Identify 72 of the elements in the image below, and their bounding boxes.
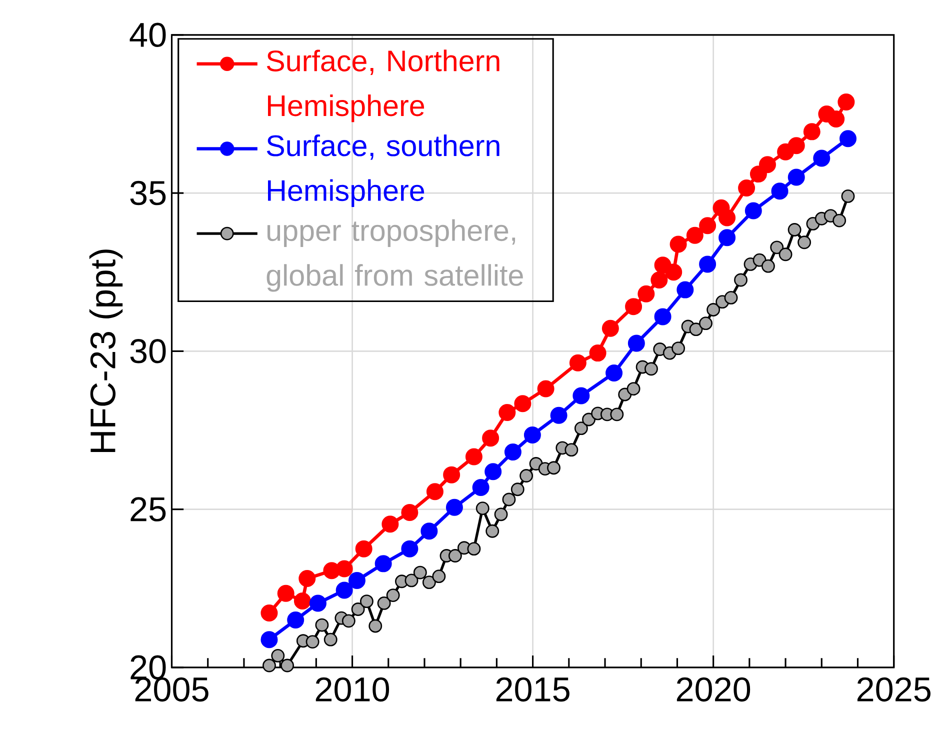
point xyxy=(654,308,672,326)
point xyxy=(260,604,278,622)
point xyxy=(420,522,438,540)
point xyxy=(771,182,788,200)
point xyxy=(699,256,716,273)
point xyxy=(750,165,767,182)
point xyxy=(277,584,294,602)
legend-label: upper troposphere, global from satellite xyxy=(266,219,523,292)
legend-label: Surface, Northern Hemisphere xyxy=(266,50,500,122)
point xyxy=(443,466,460,484)
point xyxy=(606,364,623,382)
point xyxy=(355,540,372,558)
point xyxy=(465,448,482,466)
y-tick-label: 40 xyxy=(130,22,166,47)
y-tick-label: 35 xyxy=(130,180,166,206)
point xyxy=(828,110,845,128)
point xyxy=(401,504,418,521)
point xyxy=(336,560,353,578)
point xyxy=(788,168,805,186)
point xyxy=(426,482,444,500)
point xyxy=(309,594,326,612)
x-tick-label: 2020 xyxy=(676,677,750,702)
y-tick-label: 25 xyxy=(130,497,166,522)
point xyxy=(374,555,392,572)
legend-label: Surface, southern Hemisphere xyxy=(266,134,500,207)
x-tick-label: 2010 xyxy=(316,677,390,702)
point xyxy=(738,179,756,196)
point xyxy=(803,123,820,140)
x-tick-label: 2005 xyxy=(135,677,208,702)
point xyxy=(298,570,316,587)
x-tick-label: 2015 xyxy=(496,677,570,702)
point xyxy=(401,540,418,558)
point xyxy=(569,354,586,372)
x-tick-label: 2025 xyxy=(857,677,930,702)
point xyxy=(718,229,736,246)
point xyxy=(628,334,645,352)
point xyxy=(336,582,353,599)
point xyxy=(482,430,500,447)
point xyxy=(665,263,682,280)
point xyxy=(514,395,532,412)
point xyxy=(788,136,805,154)
point xyxy=(670,236,687,253)
point xyxy=(699,216,716,234)
point xyxy=(498,404,516,421)
point xyxy=(484,463,502,480)
point xyxy=(294,592,311,610)
point xyxy=(550,406,568,424)
point xyxy=(676,281,694,298)
point xyxy=(686,226,704,244)
point xyxy=(625,298,642,315)
y-axis-title: HFC-23 (ppt) xyxy=(89,249,123,452)
point xyxy=(348,572,366,589)
point xyxy=(813,150,830,167)
point xyxy=(260,630,278,648)
point xyxy=(537,380,554,398)
point xyxy=(524,426,541,444)
point xyxy=(638,285,655,302)
point xyxy=(382,516,399,533)
point xyxy=(472,478,490,496)
point xyxy=(718,209,736,226)
point xyxy=(572,387,590,404)
point xyxy=(446,498,463,516)
point xyxy=(504,443,522,460)
point xyxy=(838,93,855,110)
point xyxy=(602,320,619,337)
point xyxy=(589,344,606,362)
point xyxy=(650,271,668,288)
y-tick-label: 30 xyxy=(130,338,166,364)
point xyxy=(758,156,776,173)
point xyxy=(744,202,762,220)
point xyxy=(839,130,857,148)
point xyxy=(287,611,304,628)
